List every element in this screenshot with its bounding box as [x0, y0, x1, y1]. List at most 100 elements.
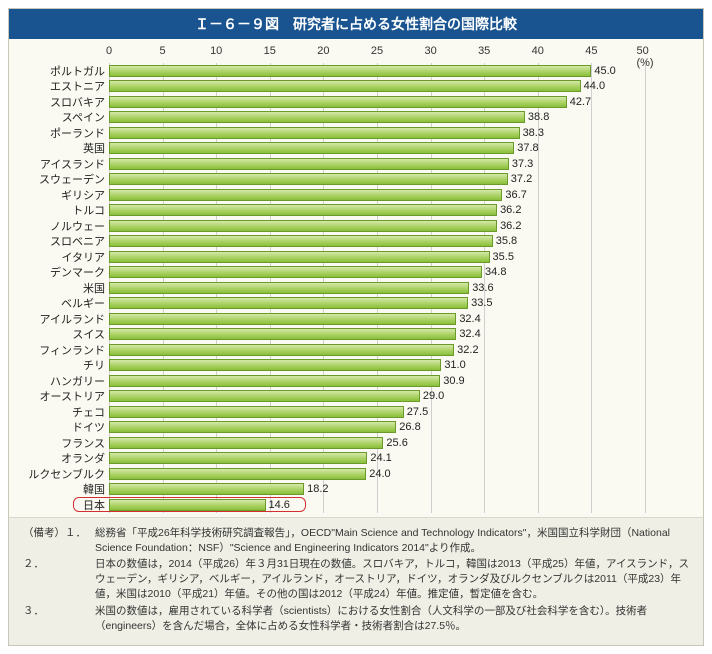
value-label: 36.2: [500, 204, 521, 216]
country-label: フランス: [19, 435, 109, 451]
bar: 37.2: [109, 173, 508, 185]
bar: 26.8: [109, 421, 396, 433]
axis-tick: 45: [585, 45, 597, 57]
value-label: 32.4: [459, 328, 480, 340]
bar: 35.8: [109, 235, 493, 247]
note-head: （備考）１．: [23, 526, 95, 556]
bar-track: 33.6: [109, 282, 645, 294]
bar-track: 30.9: [109, 375, 645, 387]
bar-row: イタリア35.5: [19, 249, 693, 265]
bar-row: デンマーク34.8: [19, 265, 693, 281]
bar-row: スイス32.4: [19, 327, 693, 343]
value-label: 32.4: [459, 313, 480, 325]
bar: 36.2: [109, 204, 497, 216]
country-label: 韓国: [19, 481, 109, 497]
country-label: スロバキア: [19, 94, 109, 110]
value-label: 37.8: [517, 142, 538, 154]
value-label: 14.6: [269, 499, 290, 511]
bar-row: スウェーデン37.2: [19, 172, 693, 188]
value-label: 35.5: [493, 251, 514, 263]
bar-track: 32.4: [109, 328, 645, 340]
bar-track: 35.8: [109, 235, 645, 247]
bar-track: 36.2: [109, 220, 645, 232]
bar-track: 25.6: [109, 437, 645, 449]
bar-track: 37.2: [109, 173, 645, 185]
value-label: 25.6: [386, 437, 407, 449]
bar: 29.0: [109, 390, 420, 402]
bar-row: ノルウェー36.2: [19, 218, 693, 234]
bar-track: 24.1: [109, 452, 645, 464]
country-label: オーストリア: [19, 388, 109, 404]
axis-tick: 10: [210, 45, 222, 57]
axis-tick: 30: [424, 45, 436, 57]
bar-row: ルクセンブルク24.0: [19, 466, 693, 482]
bar-row: オーストリア29.0: [19, 389, 693, 405]
bar: 33.6: [109, 282, 469, 294]
country-label: スペイン: [19, 109, 109, 125]
country-label: オランダ: [19, 450, 109, 466]
bar: 34.8: [109, 266, 482, 278]
country-label: チリ: [19, 357, 109, 373]
bar: 36.2: [109, 220, 497, 232]
x-axis: 05101520253035404550 (%): [109, 45, 645, 63]
bar-track: 26.8: [109, 421, 645, 433]
bar-track: 45.0: [109, 65, 645, 77]
value-label: 37.2: [511, 173, 532, 185]
bar-track: 33.5: [109, 297, 645, 309]
chart-rows: ポルトガル45.0エストニア44.0スロバキア42.7スペイン38.8ポーランド…: [19, 63, 693, 513]
bar-track: 31.0: [109, 359, 645, 371]
axis-tick: 0: [106, 45, 112, 57]
country-label: 日本: [19, 497, 109, 513]
bar-track: 18.2: [109, 483, 645, 495]
bar: 37.8: [109, 142, 514, 154]
value-label: 38.8: [528, 111, 549, 123]
value-label: 42.7: [570, 96, 591, 108]
value-label: 36.7: [505, 189, 526, 201]
chart-area: 05101520253035404550 (%) ポルトガル45.0エストニア4…: [9, 39, 703, 517]
bar: 38.8: [109, 111, 525, 123]
value-label: 24.0: [369, 468, 390, 480]
country-label: ハンガリー: [19, 373, 109, 389]
bar: 24.0: [109, 468, 366, 480]
axis-tick: 15: [264, 45, 276, 57]
country-label: ドイツ: [19, 419, 109, 435]
bar: 42.7: [109, 96, 567, 108]
bar-track: 37.8: [109, 142, 645, 154]
bar-track: 34.8: [109, 266, 645, 278]
value-label: 27.5: [407, 406, 428, 418]
bar: 32.2: [109, 344, 454, 356]
bar-row: ポルトガル45.0: [19, 63, 693, 79]
bar: 18.2: [109, 483, 304, 495]
value-label: 24.1: [370, 452, 391, 464]
value-label: 44.0: [584, 80, 605, 92]
value-label: 32.2: [457, 344, 478, 356]
note-body: 日本の数値は，2014（平成26）年３月31日現在の数値。スロバキア，トルコ，韓…: [95, 557, 689, 603]
value-label: 33.5: [471, 297, 492, 309]
bar-row: スロベニア35.8: [19, 234, 693, 250]
country-label: チェコ: [19, 404, 109, 420]
bar-track: 24.0: [109, 468, 645, 480]
bar: 35.5: [109, 251, 490, 263]
country-label: スロベニア: [19, 233, 109, 249]
bar-row: トルコ36.2: [19, 203, 693, 219]
note-row: ２．日本の数値は，2014（平成26）年３月31日現在の数値。スロバキア，トルコ…: [23, 557, 689, 603]
value-label: 30.9: [443, 375, 464, 387]
bar-track: 27.5: [109, 406, 645, 418]
value-label: 35.8: [496, 235, 517, 247]
note-body: 米国の数値は，雇用されている科学者（scientists）における女性割合（人文…: [95, 604, 689, 634]
country-label: ポーランド: [19, 125, 109, 141]
bar-track: 37.3: [109, 158, 645, 170]
country-label: アイルランド: [19, 311, 109, 327]
country-label: トルコ: [19, 202, 109, 218]
bar-track: 42.7: [109, 96, 645, 108]
value-label: 45.0: [594, 65, 615, 77]
bar-row: オランダ 24.1: [19, 451, 693, 467]
figure-container: Ｉ－６－９図 研究者に占める女性割合の国際比較 0510152025303540…: [8, 8, 704, 646]
figure-title: Ｉ－６－９図 研究者に占める女性割合の国際比較: [9, 9, 703, 39]
note-row: （備考）１．総務省「平成26年科学技術研究調査報告」，OECD"Main Sci…: [23, 526, 689, 556]
value-label: 38.3: [523, 127, 544, 139]
note-head: ３．: [23, 604, 95, 634]
bar-track: 44.0: [109, 80, 645, 92]
bar-track: 36.7: [109, 189, 645, 201]
bar-row: 日本 14.6: [19, 497, 693, 513]
